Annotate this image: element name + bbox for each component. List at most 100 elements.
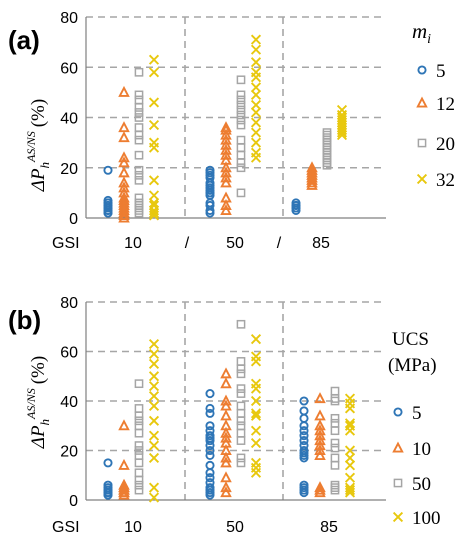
panel-b-legend-marker-x — [392, 511, 404, 523]
svg-text:ΔPhAS/NS(%): ΔPhAS/NS (%) — [24, 99, 52, 192]
panel-a-point-circle — [291, 205, 301, 216]
panel-b-ylabel-sub: h — [37, 419, 52, 426]
panel-b-point-triangle — [314, 392, 326, 404]
panel-a-point-square — [134, 206, 144, 215]
panel-b-point-square — [134, 421, 144, 431]
panel-b-point-triangle — [220, 486, 232, 498]
panel-a-point-x — [148, 97, 160, 108]
panel-b-xtick-label: 50 — [226, 519, 244, 536]
panel-b-point-circle — [103, 490, 113, 500]
panel-b-point-circle — [299, 406, 309, 416]
panel-a-point-x — [250, 99, 262, 111]
panel-a-point-triangle — [220, 133, 232, 145]
panel-a-point-square — [236, 163, 246, 173]
panel-b-point-square — [330, 413, 340, 423]
panel-b-point-x — [344, 485, 356, 496]
panel-b-point-square — [330, 426, 340, 436]
panel-b-point-square — [236, 421, 246, 431]
panel-a-point-x — [148, 175, 160, 186]
panel-a-point-square — [236, 95, 246, 105]
panel-b-point-x — [250, 383, 262, 394]
panel-a-ytick-label: 80 — [60, 10, 78, 27]
panel-a-legend-marker-square — [417, 138, 427, 148]
panel-a-point-x — [250, 89, 262, 100]
panel-b-point-circle — [205, 389, 215, 399]
panel-a-point-triangle — [118, 131, 130, 143]
panel-a-point-triangle — [118, 166, 130, 178]
panel-a-point-square — [322, 128, 332, 137]
panel-b-point-circle — [299, 421, 309, 431]
panel-b-point-square — [236, 428, 246, 438]
panel-b-point-square — [134, 480, 144, 490]
panel-a-point-x — [250, 117, 262, 128]
panel-b-point-x — [148, 339, 160, 350]
panel-a-plot: 0 20 40 60 80 GSI 10 50 85 / / — [52, 10, 386, 252]
panel-b-point-triangle — [220, 451, 232, 463]
panel-b-point-square — [134, 404, 144, 413]
panel-b-point-triangle — [220, 481, 232, 493]
panel-b-point-square — [236, 416, 246, 426]
panel-a-point-square — [322, 143, 332, 153]
panel-a-point-triangle — [220, 171, 232, 183]
panel-b-ytick-label: 40 — [60, 394, 78, 411]
panel-b-point-square — [236, 357, 246, 366]
panel-a-legend: 5 12 20 32 — [416, 61, 455, 191]
panel-a-point-square — [134, 170, 144, 180]
panel-a-point-x — [250, 127, 262, 138]
panel-a-ytick-label: 0 — [69, 211, 78, 228]
panel-a-point-x — [250, 44, 262, 55]
panel-b-point-square — [236, 409, 246, 418]
panel-b-point-x — [250, 410, 262, 421]
panel-a-point-x — [148, 142, 160, 153]
panel-a-point-square — [134, 193, 144, 203]
panel-b-point-square — [134, 379, 144, 389]
panel-b-ytick-label: 20 — [60, 444, 78, 461]
panel-a-point-square — [134, 198, 144, 208]
panel-b-point-x — [344, 472, 356, 483]
panel-a-ytick-label: 20 — [60, 161, 78, 178]
panel-b-point-circle — [299, 488, 309, 498]
panel-b-point-square — [330, 396, 340, 406]
panel-b-point-x — [250, 334, 262, 345]
panel-b-point-square — [134, 416, 144, 426]
panel-a-point-triangle — [220, 176, 232, 188]
panel-a-point-circle — [103, 208, 113, 218]
panel-a-legend-marker-triangle — [416, 96, 428, 108]
panel-a-point-triangle — [306, 178, 318, 190]
panel-a-point-triangle — [118, 85, 130, 97]
panel-a-point-triangle — [220, 204, 232, 216]
panel-b-legend-marker-square — [393, 478, 403, 488]
panel-b-point-x — [148, 482, 160, 493]
panel-b-point-circle — [299, 453, 309, 463]
panel-b-point-triangle — [314, 483, 326, 495]
panel-b-point-circle — [205, 421, 215, 431]
panel-b-point-x — [344, 425, 356, 436]
panel-b-point-triangle — [314, 449, 326, 460]
panel-a-point-square — [134, 123, 144, 132]
panel-b-point-x — [148, 400, 160, 412]
panel-b-point-x — [148, 452, 160, 463]
panel-b-point-x — [344, 418, 356, 429]
panel-b-point-circle — [205, 490, 215, 500]
panel-b-point-x — [148, 371, 160, 382]
panel-a-legend-title: mi — [412, 19, 431, 47]
panel-a-point-x — [148, 197, 160, 208]
panel-a-point-triangle — [306, 173, 318, 185]
panel-b-ytick-label: 60 — [60, 345, 78, 362]
panel-b-xaxis-prefix: GSI — [52, 519, 80, 536]
panel-b-point-triangle — [220, 367, 232, 379]
panel-b-point-x — [344, 487, 356, 498]
panel-a-point-triangle — [118, 206, 130, 218]
panel-a-legend-title-sub: i — [427, 32, 431, 47]
panel-a-ylabel: ΔPhAS/NS (%) — [24, 99, 52, 192]
panel-b-plot: 0 20 40 60 80 GSI 10 50 85 — [52, 295, 386, 536]
panel-a-point-triangle — [220, 166, 232, 178]
panel-b-point-square — [330, 438, 340, 448]
panel-a-point-square — [134, 113, 144, 122]
panel-a-point-square — [322, 145, 332, 155]
panel-b-legend-label: 50 — [412, 474, 431, 495]
panel-a-point-x — [148, 207, 160, 219]
panel-b-point-circle — [299, 396, 309, 406]
panel-a-label: (a) — [8, 25, 40, 55]
panel-a-point-triangle — [220, 143, 232, 155]
